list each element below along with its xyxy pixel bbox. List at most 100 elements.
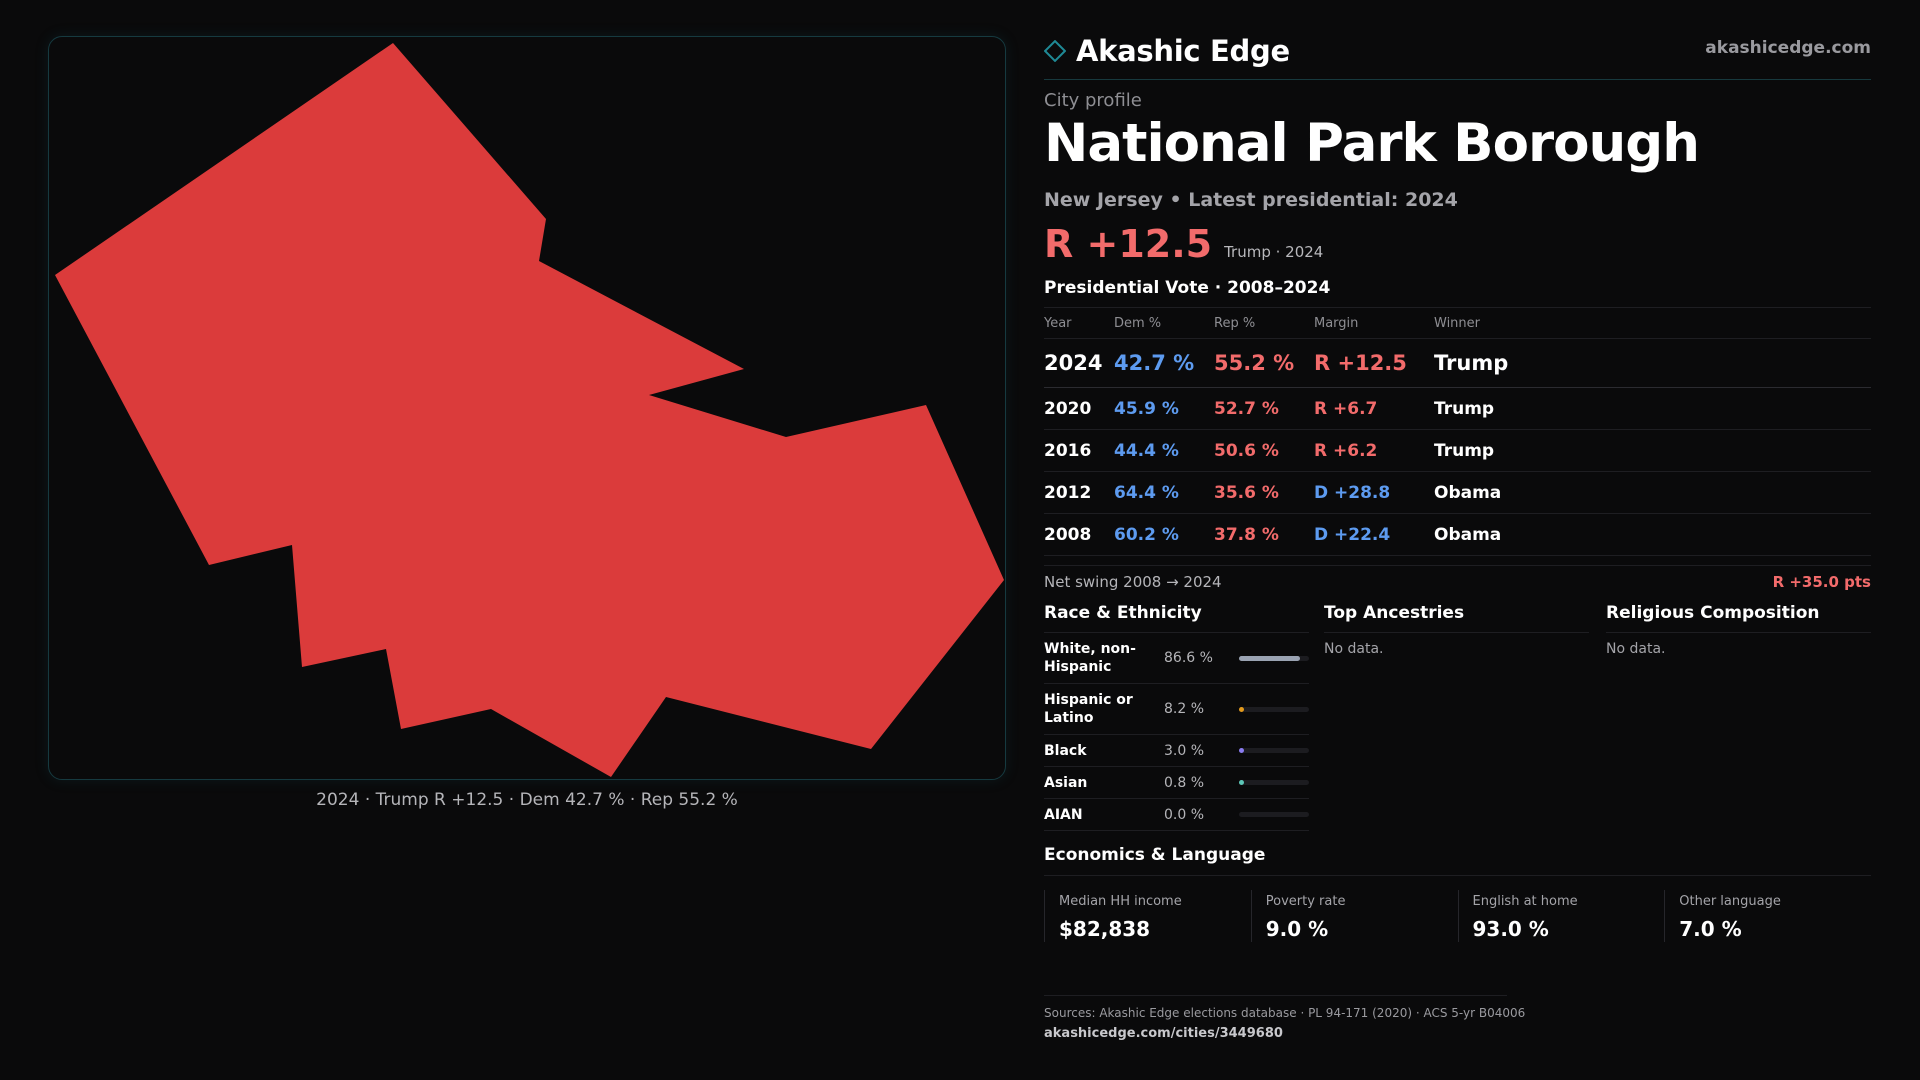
- brand-name: Akashic Edge: [1076, 34, 1290, 68]
- stat-value: 9.0 %: [1265, 917, 1329, 941]
- vote-table: Year Dem % Rep % Margin Winner 2024 42.7…: [1044, 307, 1871, 556]
- race-row-aian: AIAN 0.0 %: [1044, 799, 1309, 831]
- ancestries-empty: No data.: [1324, 641, 1384, 657]
- ancestries-section-title: Top Ancestries: [1324, 600, 1589, 633]
- cell-winner: Obama: [1434, 482, 1502, 503]
- race-pct: 86.6 %: [1164, 650, 1213, 666]
- stat-poverty-rate: Poverty rate 9.0 %: [1250, 890, 1458, 942]
- religion-section: Religious Composition No data.: [1606, 600, 1871, 657]
- economics-section-title: Economics & Language: [1044, 845, 1871, 876]
- page-eyebrow: City profile: [1044, 90, 1142, 111]
- page-url[interactable]: akashicedge.com/cities/3449680: [1044, 1026, 1283, 1041]
- cell-rep: 50.6 %: [1214, 440, 1279, 461]
- brand[interactable]: Akashic Edge: [1044, 30, 1290, 72]
- cell-winner: Trump: [1434, 351, 1509, 375]
- net-swing: Net swing 2008 → 2024 R +35.0 pts: [1044, 565, 1871, 598]
- stat-value: 7.0 %: [1679, 917, 1742, 941]
- race-bar-fill: [1239, 655, 1300, 661]
- stat-label: Poverty rate: [1265, 894, 1346, 909]
- table-row-latest: 2024 42.7 % 55.2 % R +12.5 Trump: [1044, 339, 1871, 388]
- vote-table-header: Year Dem % Rep % Margin Winner: [1044, 307, 1871, 339]
- cell-margin: R +12.5: [1314, 351, 1407, 375]
- header-winner: Winner: [1434, 315, 1481, 331]
- map-caption: 2024 · Trump R +12.5 · Dem 42.7 % · Rep …: [316, 790, 738, 810]
- header-margin: Margin: [1314, 315, 1359, 331]
- table-row: 2012 64.4 % 35.6 % D +28.8 Obama: [1044, 472, 1871, 514]
- cell-margin: R +6.2: [1314, 440, 1378, 461]
- race-row-black: Black 3.0 %: [1044, 735, 1309, 767]
- city-boundary-shape[interactable]: [55, 43, 1004, 777]
- sources-note: Sources: Akashic Edge elections database…: [1044, 1006, 1526, 1020]
- race-row-asian: Asian 0.8 %: [1044, 767, 1309, 799]
- religion-section-title: Religious Composition: [1606, 600, 1871, 633]
- page-subtitle: New Jersey • Latest presidential: 2024: [1044, 189, 1458, 211]
- vote-section-title: Presidential Vote · 2008–2024: [1044, 278, 1331, 298]
- cell-year: 2012: [1044, 482, 1092, 503]
- race-bar-fill: [1239, 706, 1244, 712]
- race-row-white: White, non-Hispanic 86.6 %: [1044, 633, 1309, 684]
- diamond-logo-icon: [1044, 40, 1066, 62]
- race-pct: 8.2 %: [1164, 701, 1205, 717]
- cell-rep: 37.8 %: [1214, 524, 1279, 545]
- cell-year: 2008: [1044, 524, 1092, 545]
- stat-other-language: Other language 7.0 %: [1664, 890, 1871, 942]
- race-bar-fill: [1239, 780, 1244, 785]
- map-panel[interactable]: [48, 36, 1006, 780]
- swing-label: Net swing 2008 → 2024: [1044, 573, 1222, 591]
- race-bar: [1239, 748, 1309, 753]
- stat-english-at-home: English at home 93.0 %: [1457, 890, 1665, 942]
- race-label: Asian: [1044, 774, 1088, 791]
- cell-margin: D +28.8: [1314, 482, 1391, 503]
- cell-year: 2016: [1044, 440, 1092, 461]
- cell-rep: 35.6 %: [1214, 482, 1279, 503]
- race-pct: 0.0 %: [1164, 806, 1205, 823]
- cell-rep: 52.7 %: [1214, 398, 1279, 419]
- cell-winner: Obama: [1434, 524, 1502, 545]
- header-divider: [1044, 79, 1871, 80]
- swing-value: R +35.0 pts: [1772, 573, 1871, 591]
- cell-winner: Trump: [1434, 398, 1495, 419]
- race-label: AIAN: [1044, 806, 1083, 823]
- headline-margin: R +12.5: [1044, 222, 1213, 266]
- headline-result: R +12.5 Trump · 2024: [1044, 222, 1323, 266]
- cell-dem: 60.2 %: [1114, 524, 1179, 545]
- cell-rep: 55.2 %: [1214, 351, 1295, 375]
- race-pct: 0.8 %: [1164, 774, 1205, 791]
- cell-dem: 42.7 %: [1114, 351, 1195, 375]
- page-title: National Park Borough: [1044, 113, 1700, 174]
- headline-note: Trump · 2024: [1224, 243, 1324, 261]
- cell-winner: Trump: [1434, 440, 1495, 461]
- race-bar-fill: [1239, 748, 1244, 753]
- cell-year: 2024: [1044, 351, 1103, 375]
- economics-stats: Median HH income $82,838 Poverty rate 9.…: [1044, 890, 1871, 942]
- race-pct: 3.0 %: [1164, 742, 1205, 759]
- race-bar: [1239, 780, 1309, 785]
- table-row: 2008 60.2 % 37.8 % D +22.4 Obama: [1044, 514, 1871, 556]
- cell-dem: 64.4 %: [1114, 482, 1179, 503]
- table-row: 2016 44.4 % 50.6 % R +6.2 Trump: [1044, 430, 1871, 472]
- site-link[interactable]: akashicedge.com: [1705, 38, 1871, 58]
- boundary-map[interactable]: [49, 37, 1006, 780]
- cell-dem: 44.4 %: [1114, 440, 1179, 461]
- cell-margin: D +22.4: [1314, 524, 1391, 545]
- race-bar: [1239, 706, 1309, 712]
- race-section-title: Race & Ethnicity: [1044, 600, 1309, 633]
- race-bar: [1239, 655, 1309, 661]
- header-dem: Dem %: [1114, 315, 1162, 331]
- stat-label: Median HH income: [1059, 894, 1182, 909]
- footer-divider: [1044, 995, 1507, 996]
- cell-year: 2020: [1044, 398, 1092, 419]
- race-label: White, non-Hispanic: [1044, 641, 1136, 675]
- race-bar: [1239, 812, 1309, 817]
- stat-value: 93.0 %: [1472, 917, 1549, 941]
- cell-dem: 45.9 %: [1114, 398, 1179, 419]
- header-rep: Rep %: [1214, 315, 1256, 331]
- stat-label: Other language: [1679, 894, 1781, 909]
- profile-panel: Akashic Edge akashicedge.com City profil…: [1044, 0, 1871, 1080]
- stat-label: English at home: [1472, 894, 1578, 909]
- race-label: Hispanic or Latino: [1044, 692, 1133, 726]
- stat-value: $82,838: [1059, 917, 1151, 941]
- religion-empty: No data.: [1606, 641, 1666, 657]
- stat-median-income: Median HH income $82,838: [1044, 890, 1251, 942]
- race-section: Race & Ethnicity White, non-Hispanic 86.…: [1044, 600, 1309, 831]
